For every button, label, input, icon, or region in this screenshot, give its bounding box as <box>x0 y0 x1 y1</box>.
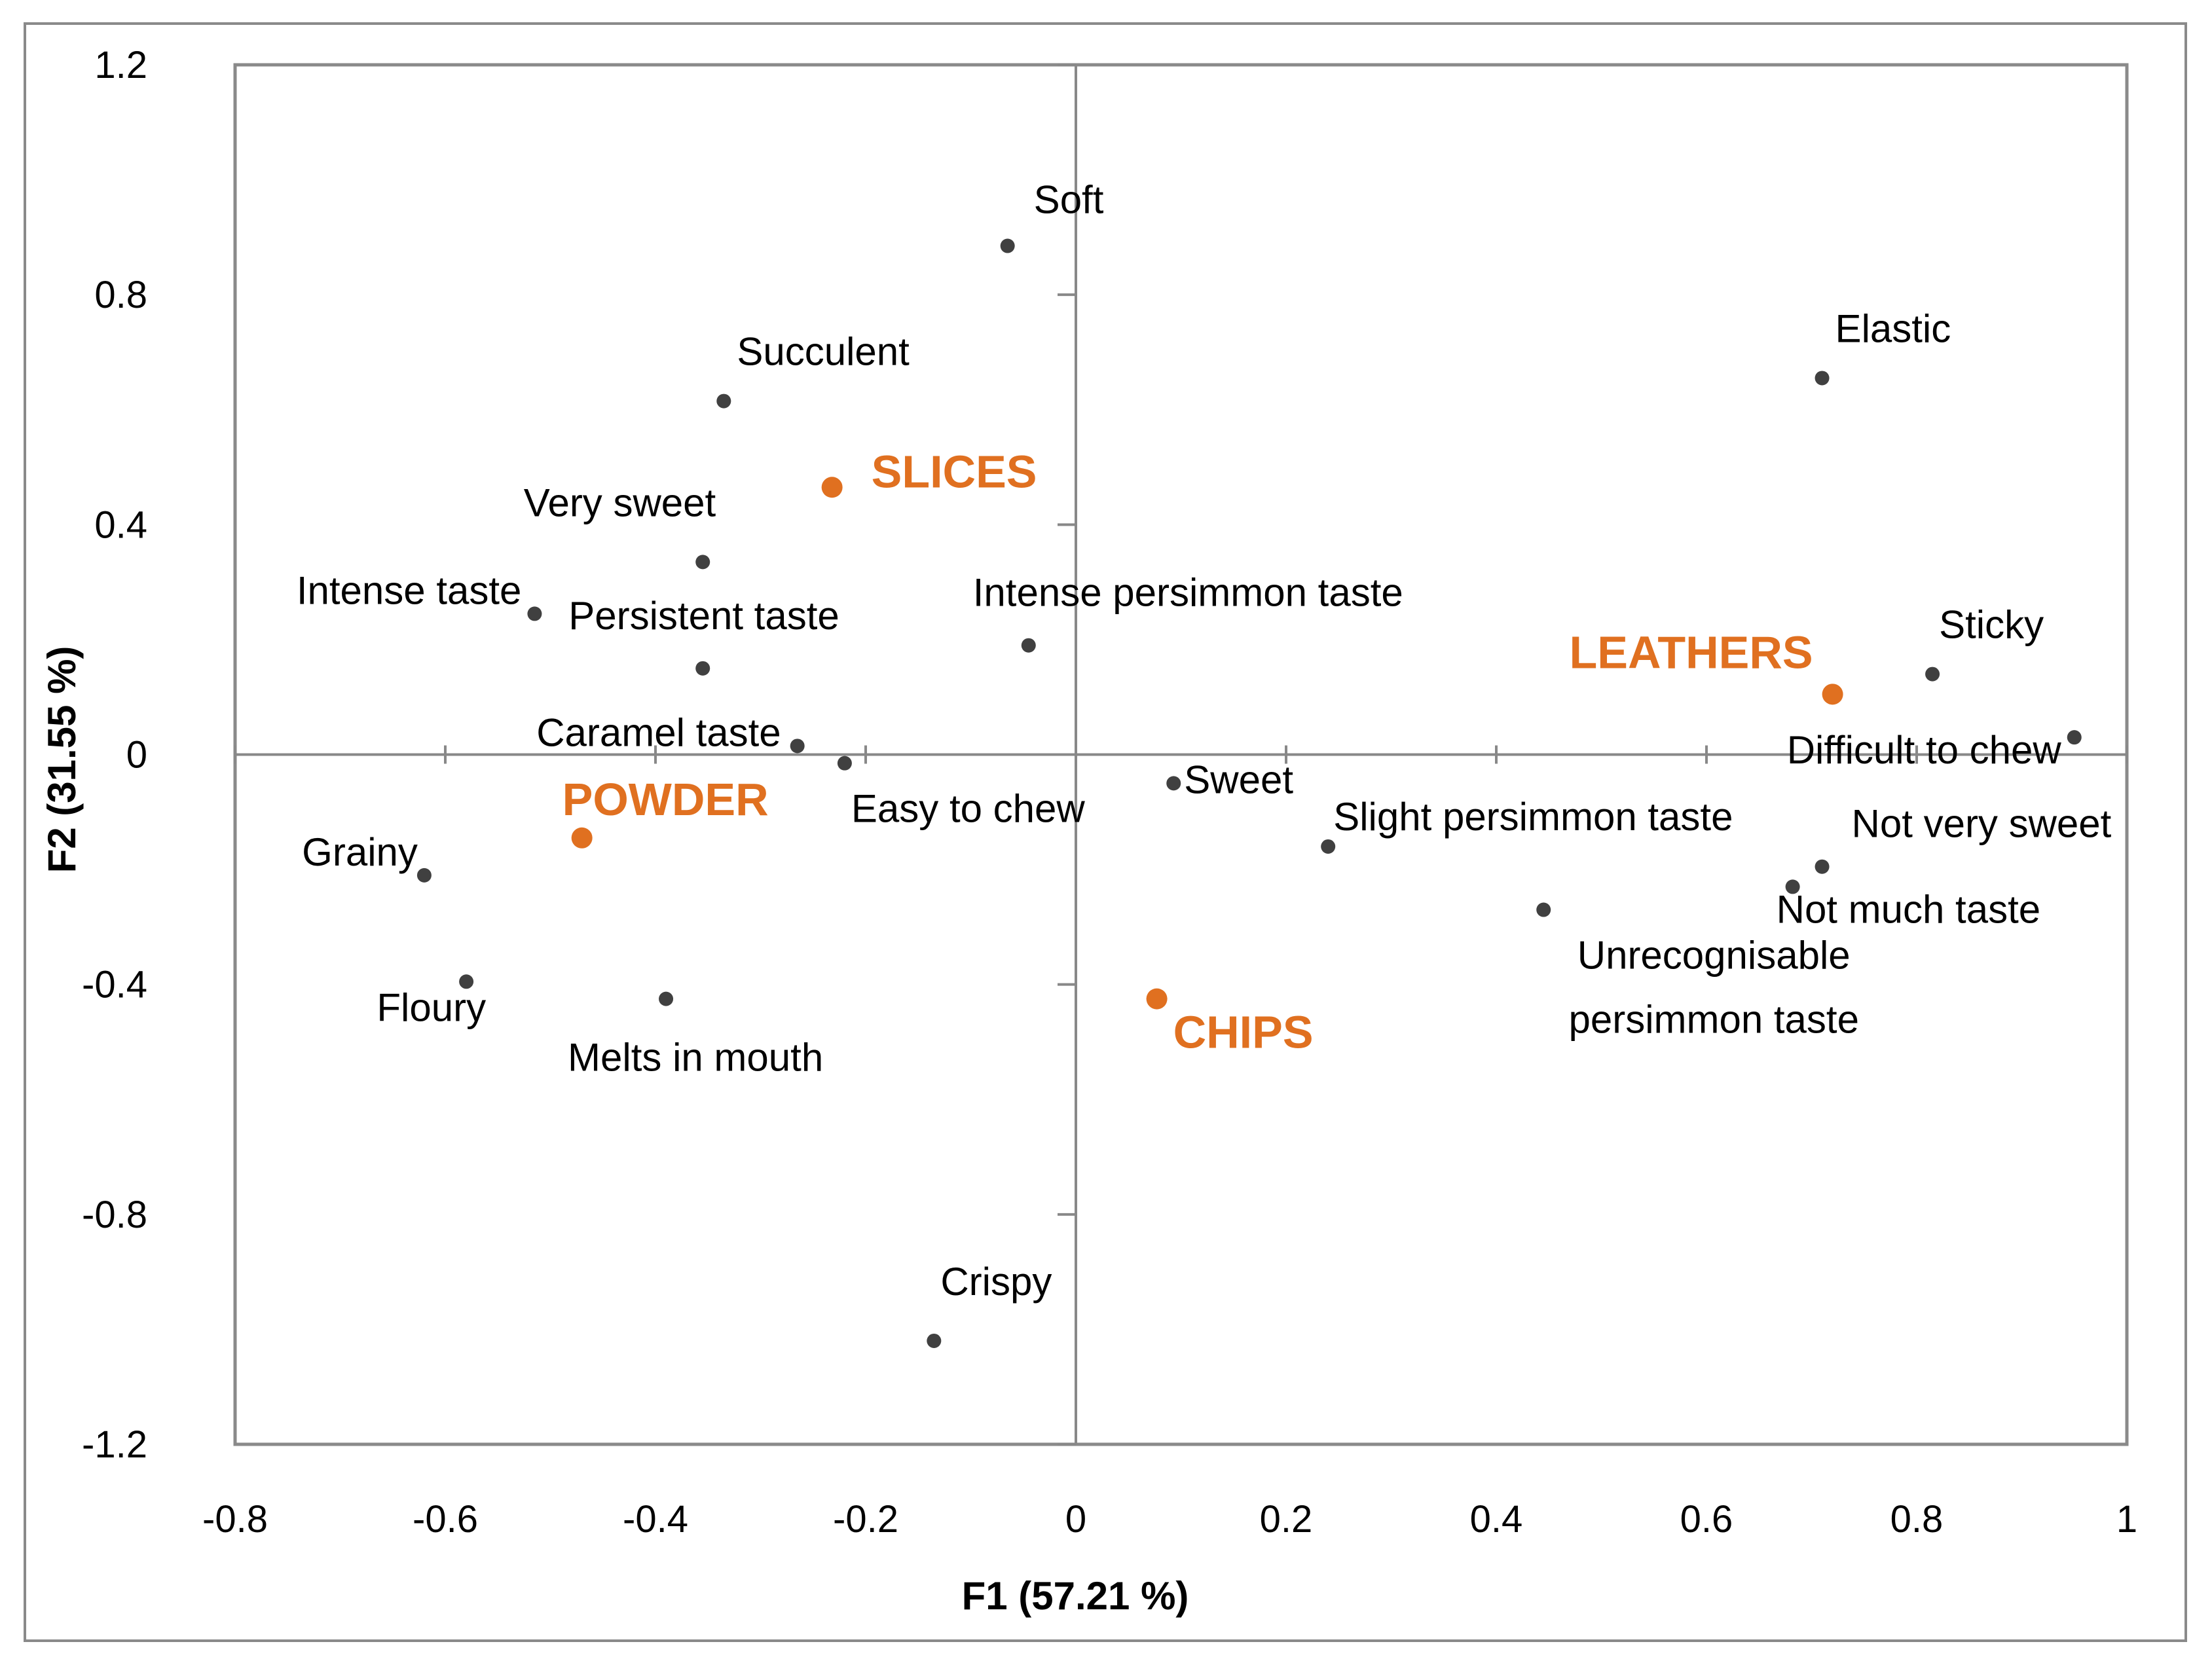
attribute-point <box>659 991 674 1006</box>
attribute-point <box>459 974 474 989</box>
attribute-label: Soft <box>1034 178 1104 222</box>
attribute-point <box>1785 879 1800 894</box>
attribute-point <box>2067 730 2082 745</box>
attribute-label: Succulent <box>737 330 910 374</box>
product-label: SLICES <box>872 446 1037 497</box>
attribute-label: Slight persimmon taste <box>1333 795 1733 839</box>
attribute-point <box>1815 371 1830 386</box>
x-tick-label: -0.6 <box>413 1498 478 1541</box>
attribute-point <box>1815 859 1830 874</box>
points-layer <box>416 238 2082 1348</box>
x-tick-label: -0.4 <box>623 1498 688 1541</box>
y-tick-label: 0 <box>126 734 147 777</box>
attribute-label: Sweet <box>1184 758 1293 801</box>
product-label: LEATHERS <box>1570 627 1813 678</box>
attribute-label: Persistent taste <box>568 594 839 638</box>
attribute-label: Elastic <box>1835 306 1951 350</box>
x-tick-label: 1 <box>2116 1498 2137 1541</box>
attribute-point <box>790 739 805 754</box>
x-tick-label: -0.2 <box>833 1498 898 1541</box>
attribute-point <box>527 606 542 621</box>
x-tick-label: 0.6 <box>1680 1498 1733 1541</box>
attribute-label: Crispy <box>940 1260 1052 1304</box>
x-tick-label: 0 <box>1065 1498 1086 1541</box>
attribute-label: Intense taste <box>297 568 522 612</box>
y-tick-label: 0.8 <box>94 274 147 316</box>
labels-layer: Soft Succulent Elastic Very sweet Intense ta… <box>297 178 2112 1304</box>
x-axis-title: F1 (57.21 %) <box>962 1574 1189 1618</box>
attribute-label: Very sweet <box>524 481 716 524</box>
attribute-point <box>1166 776 1181 791</box>
ticks-layer: -0.8 -0.6 -0.4 -0.2 0 0.2 0.4 0.6 0.8 1 1.2 0.8 0.4 0… <box>82 44 2137 1541</box>
attribute-point <box>695 661 710 676</box>
product-point <box>1822 684 1843 705</box>
attribute-point <box>1536 902 1551 917</box>
attribute-label: Easy to chew <box>851 787 1086 831</box>
y-tick-label: -1.2 <box>82 1423 147 1466</box>
attribute-point <box>1000 238 1015 253</box>
attribute-label: Floury <box>377 985 486 1029</box>
attribute-label: Unrecognisable persimmon taste <box>1568 934 1859 1042</box>
y-tick-label: -0.4 <box>82 964 147 1006</box>
attribute-point <box>1321 839 1336 854</box>
x-tick-label: 0.2 <box>1260 1498 1313 1541</box>
x-tick-label: 0.8 <box>1890 1498 1944 1541</box>
attribute-point <box>1925 667 1940 682</box>
product-label: POWDER <box>562 774 769 825</box>
attribute-label: Not very sweet <box>1852 802 2112 846</box>
product-point <box>1146 988 1168 1010</box>
attribute-point <box>695 555 710 570</box>
attribute-label: Sticky <box>1939 603 2044 647</box>
product-point <box>571 827 593 849</box>
y-tick-label: -0.8 <box>82 1194 147 1236</box>
y-tick-label: 1.2 <box>94 44 147 86</box>
product-label: CHIPS <box>1173 1007 1314 1058</box>
product-point <box>821 477 843 498</box>
attribute-point <box>716 393 731 409</box>
attribute-label: Caramel taste <box>536 710 781 754</box>
x-tick-label: -0.8 <box>202 1498 268 1541</box>
attribute-point <box>416 868 432 883</box>
attribute-label: Difficult to chew <box>1787 728 2062 772</box>
attribute-point <box>927 1333 942 1348</box>
attribute-label: Melts in mouth <box>568 1036 823 1080</box>
y-tick-label: 0.4 <box>94 503 147 546</box>
attribute-label: Intense persimmon taste <box>973 571 1403 615</box>
attribute-label: Not much taste <box>1777 887 2041 931</box>
y-axis-title: F2 (31.55 %) <box>40 646 84 873</box>
attribute-point <box>1021 638 1036 653</box>
x-tick-label: 0.4 <box>1470 1498 1523 1541</box>
attribute-label: Grainy <box>302 830 418 874</box>
attribute-point <box>837 756 852 771</box>
